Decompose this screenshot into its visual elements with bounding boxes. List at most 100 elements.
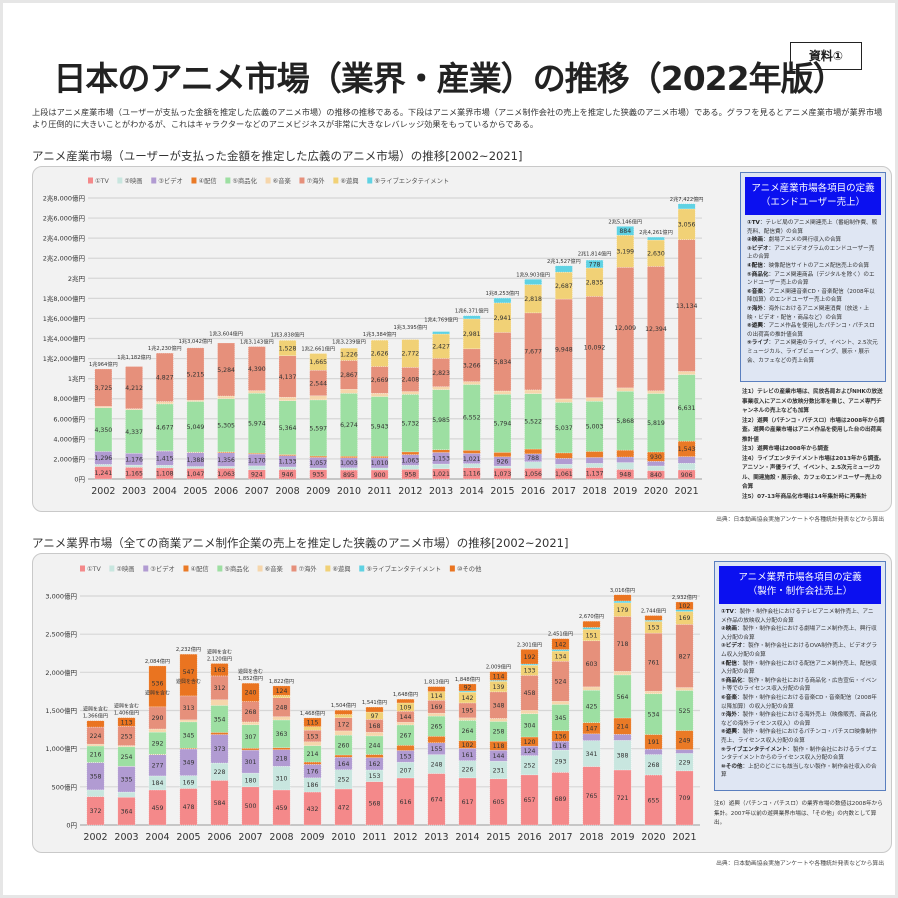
bar-segment (675, 687, 694, 691)
segment-value-label: 3,199 (616, 249, 634, 256)
segment-value-label: 765 (586, 793, 598, 800)
segment-value-label: 162 (369, 761, 381, 768)
bar-total-label: 1兆3,384億円 (363, 330, 397, 338)
legend-label: ④配信 (190, 564, 208, 573)
bar-segment (303, 741, 322, 746)
bar-segment (401, 339, 420, 368)
segment-value-label: 388 (617, 752, 629, 759)
y-tick-label: 4,000億円 (53, 434, 85, 443)
segment-value-label: 1,165 (125, 470, 143, 477)
segment-value-label: 568 (369, 801, 381, 808)
segment-value-label: 1,021 (463, 456, 481, 463)
segment-value-label: 721 (617, 795, 629, 802)
y-tick-label: 2兆2,000億円 (43, 254, 85, 263)
x-tick-label: 2009 (300, 832, 324, 843)
legend-swatch (449, 565, 455, 572)
bar-segment (117, 745, 136, 748)
segment-value-label: 253 (121, 733, 133, 740)
x-tick-label: 2014 (460, 486, 484, 497)
segment-value-label: 172 (338, 722, 350, 729)
note: 注3）遊興市場は2008年から調査 (742, 446, 829, 452)
bar-total-label: 1,468億円 (300, 709, 325, 717)
legend-swatch (109, 565, 115, 572)
segment-value-label: 458 (524, 690, 536, 697)
note: 注5）07-13年商品化市場は14年集計時に再集計 (742, 493, 867, 500)
definition-text: ：製作・制作会社におけるライブエンタテイメントからのライセンス収入分配の合算 (721, 746, 877, 762)
segment-value-label: 1,296 (94, 455, 112, 462)
segment-value-label: 761 (648, 659, 660, 666)
segment-value-label: 1,116 (463, 471, 481, 478)
segment-value-label: 1,356 (217, 457, 235, 464)
segment-value-label: 5,049 (187, 424, 205, 431)
segment-value-label: 5,305 (217, 423, 235, 430)
bar-segment (125, 366, 143, 409)
legend-label: ②映画 (116, 564, 134, 573)
segment-value-label: 7,677 (524, 349, 542, 356)
bar-segment (365, 732, 384, 737)
bar-total-label: 1,366億円 (83, 712, 108, 720)
bar-total-label: 1兆1,182億円 (117, 353, 151, 361)
segment-value-label: 226 (462, 767, 474, 774)
segment-value-label: 584 (214, 800, 226, 807)
segment-value-label: 214 (617, 723, 629, 730)
segment-value-label: 265 (431, 723, 443, 730)
segment-value-label: 709 (679, 795, 691, 802)
segment-value-label: 4,827 (156, 375, 174, 382)
legend-swatch (333, 177, 339, 184)
segment-value-label: 536 (152, 680, 164, 687)
legend-label: ⑥音楽 (265, 564, 284, 573)
segment-value-label: 153 (648, 625, 660, 632)
bar-segment (248, 346, 266, 391)
bar-segment (675, 753, 694, 772)
segment-value-label: 4,350 (94, 427, 112, 434)
segment-value-label: 293 (555, 759, 567, 766)
bar-segment (493, 394, 512, 453)
segment-value-label: 1,010 (371, 460, 389, 467)
bar-segment (582, 686, 601, 691)
bar-segment (582, 733, 601, 741)
legend-label: ②映画 (124, 176, 142, 185)
bar-segment (179, 719, 198, 723)
x-tick-label: 2008 (275, 486, 299, 497)
bar-segment (241, 682, 260, 702)
segment-value-label: 718 (617, 641, 629, 648)
segment-value-label: 1,153 (432, 456, 450, 463)
segment-value-label: 229 (679, 759, 691, 766)
segment-value-label: 930 (650, 454, 662, 461)
other-note-label: 遊興を含む (176, 678, 201, 685)
segment-value-label: 2,818 (524, 296, 542, 303)
legend-label: ①TV (95, 178, 109, 185)
bar-total-label: 1兆6,371億円 (455, 307, 489, 315)
segment-value-label: 144 (400, 714, 412, 721)
segment-value-label: 164 (338, 761, 350, 768)
segment-value-label: 151 (586, 632, 598, 639)
bar-segment (210, 663, 229, 677)
bar-total-label: 2,670億円 (579, 612, 604, 620)
bar-segment (555, 265, 573, 273)
segment-value-label: 1,073 (494, 471, 512, 478)
segment-value-label: 218 (276, 755, 288, 762)
segment-value-label: 2,669 (371, 377, 389, 384)
definition-item: ⑤商品化：製作・制作会社における商品化・広告宣伝・イベント等でのライセンス収入分… (715, 677, 885, 694)
segment-value-label: 292 (152, 741, 164, 748)
segment-value-label: 290 (152, 715, 164, 722)
definition-item: ②映画：製作・制作会社における劇場アニメ制作売上、興行収入分配の合算 (715, 625, 885, 642)
segment-value-label: 5,868 (616, 418, 634, 425)
segment-value-label: 5,215 (187, 371, 205, 378)
bar-segment (489, 671, 508, 681)
legend-swatch (291, 565, 297, 572)
segment-value-label: 432 (307, 806, 319, 813)
bar-segment (117, 791, 136, 798)
segment-value-label: 363 (276, 731, 288, 738)
segment-value-label: 5,834 (494, 359, 512, 366)
bar-total-label: 1,852億円 (238, 674, 263, 682)
definitions-header-line1: アニメ業界市場各項目の定義 (738, 572, 862, 583)
bar-segment (334, 754, 353, 758)
segment-value-label: 5,943 (371, 424, 389, 431)
segment-value-label: 254 (121, 754, 133, 761)
segment-value-label: 1,226 (340, 352, 358, 359)
definition-item: ⑦海外：海外におけるアニメ関連消費（放送・上映・ビデオ・配信・商品など）の合算 (741, 305, 885, 322)
bar-total-label: 2,932億円 (672, 593, 697, 601)
definition-term: ⑧遊興 (747, 323, 763, 330)
definition-text: ：映像配信サイトのアニメ配信売上の合算 (762, 262, 870, 269)
